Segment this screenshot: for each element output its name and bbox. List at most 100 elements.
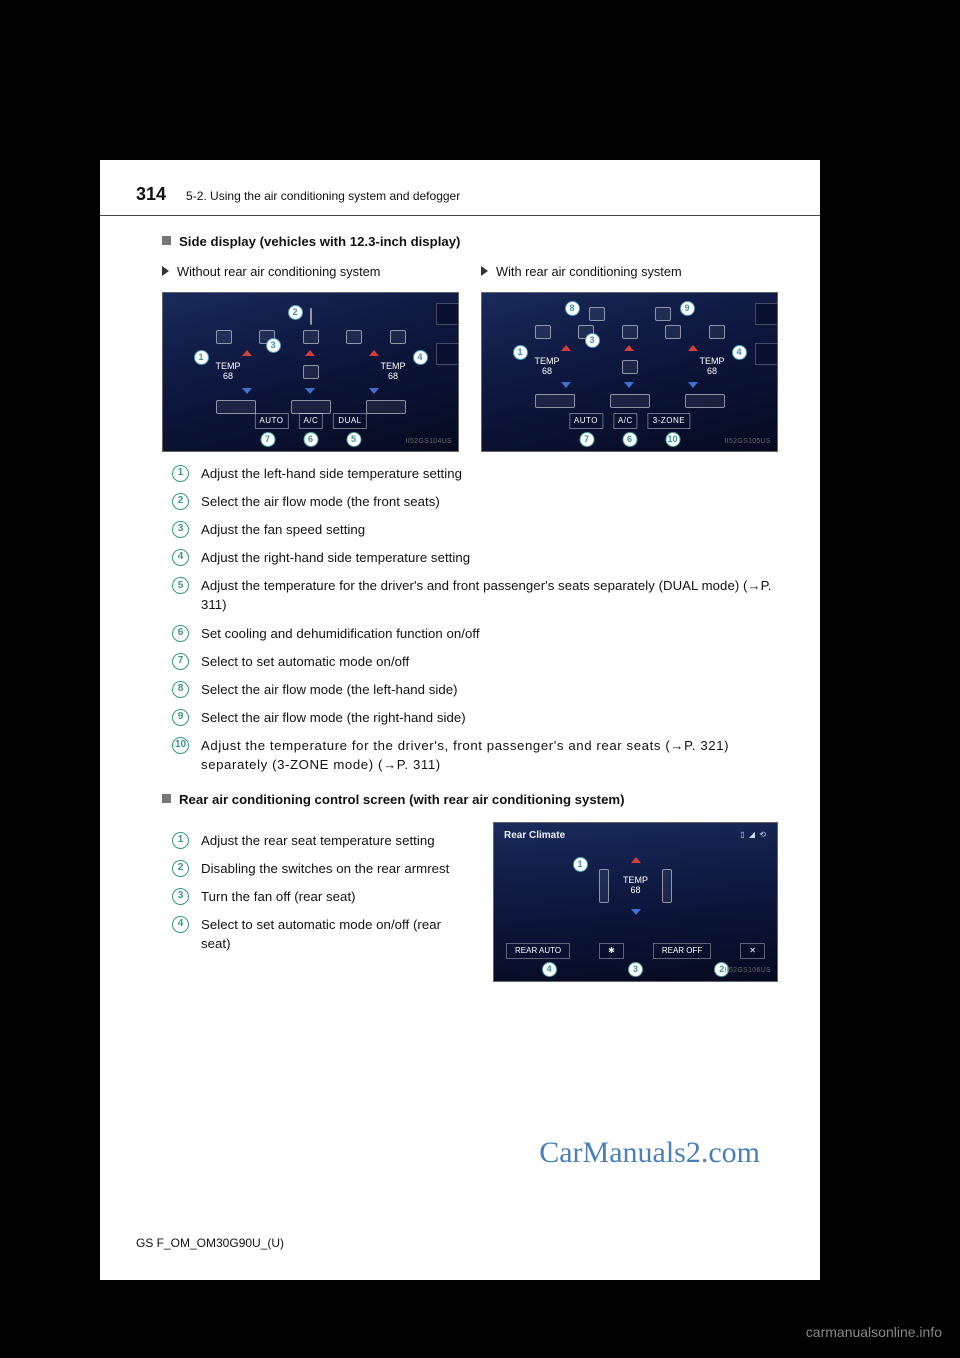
list-item: 8 Select the air flow mode (the left-hand… <box>172 680 778 699</box>
triangle-bullet-icon <box>481 266 488 276</box>
list-item: 2 Disabling the switches on the rear armr… <box>172 859 471 878</box>
ac-button-label: A/C <box>298 413 323 429</box>
item-text: Disabling the switches on the rear armre… <box>201 859 471 878</box>
climate-screenshot-with-rear: 8 9 <box>481 292 778 452</box>
callout-badge: 3 <box>266 338 281 353</box>
item-number-badge: 4 <box>172 916 189 933</box>
mode-icon <box>366 400 406 414</box>
page-number: 314 <box>136 184 166 205</box>
temp-label: TEMP <box>380 361 405 371</box>
item-text: Select the air flow mode (the left-hand … <box>201 680 778 699</box>
temp-value: 68 <box>707 366 717 376</box>
mode-icon <box>216 330 232 344</box>
mode-icon <box>303 330 319 344</box>
item-text: Set cooling and dehumidification functio… <box>201 624 778 643</box>
temp-down-icon <box>369 388 379 394</box>
item-number-badge: 2 <box>172 860 189 877</box>
callout-badge: 6 <box>303 432 318 447</box>
footer-site-link: carmanualsonline.info <box>806 1324 942 1340</box>
callout-badge: 7 <box>579 432 594 447</box>
fan-up-icon <box>305 350 315 356</box>
col-label-text: Without rear air conditioning system <box>177 264 380 279</box>
manual-page: 314 5-2. Using the air conditioning syst… <box>100 160 820 1280</box>
temp-up-icon <box>242 350 252 356</box>
fan-level-icon <box>622 360 638 374</box>
list-item: 9Select the air flow mode (the right-han… <box>172 708 778 727</box>
list-item: 4Select to set automatic mode on/off (re… <box>172 915 471 953</box>
column-label: Without rear air conditioning system <box>162 263 459 282</box>
callout-badge: 7 <box>260 432 275 447</box>
watermark-text: CarManuals2.com <box>539 1136 760 1170</box>
item-text: Select to set automatic mode on/off <box>201 652 778 671</box>
temp-display: TEMP68 <box>699 357 724 377</box>
bottom-button-row: AUTO A/C 3-ZONE <box>569 413 690 429</box>
dual-button-label: DUAL <box>333 413 366 429</box>
item-number-badge: 5 <box>172 577 189 594</box>
item-number-badge: 10 <box>172 737 189 754</box>
col-label-text: With rear air conditioning system <box>496 264 682 279</box>
climate-screenshot-without-rear: 2 <box>162 292 459 452</box>
list-item: 3Adjust the fan speed setting <box>172 520 778 539</box>
mode-icon <box>390 330 406 344</box>
temp-down-icon <box>242 388 252 394</box>
document-code: GS F_OM_OM30G90U_(U) <box>136 1236 284 1250</box>
item-number-badge: 2 <box>172 493 189 510</box>
callout-badge: 4 <box>732 345 747 360</box>
callout-badge: 4 <box>542 962 557 977</box>
heading-text: Side display (vehicles with 12.3-inch di… <box>179 234 460 249</box>
screenshot-columns: Without rear air conditioning system 2 <box>162 263 778 452</box>
list-item: 2Select the air flow mode (the front sea… <box>172 492 778 511</box>
item-number-badge: 3 <box>172 521 189 538</box>
bottom-callouts: 7 6 5 <box>260 432 361 447</box>
fan-down-icon <box>624 382 634 388</box>
rear-section-row: 1 Adjust the rear seat temperature settin… <box>162 822 778 982</box>
screenshot-controls: 2 <box>216 303 406 418</box>
side-tab-icon <box>755 303 777 325</box>
temp-down-icon <box>631 909 641 915</box>
list-item: 6 Set cooling and dehumidification functi… <box>172 624 778 643</box>
callout-badge: 1 <box>573 857 588 872</box>
mode-icon <box>685 394 725 408</box>
triangle-bullet-icon <box>162 266 169 276</box>
side-tab-icon <box>436 343 458 365</box>
auto-button-label: AUTO <box>569 413 603 429</box>
column-label: With rear air conditioning system <box>481 263 778 282</box>
level-bar-icon <box>662 869 672 903</box>
item-text: Turn the fan off (rear seat) <box>201 887 471 906</box>
callout-badge: 3 <box>628 962 643 977</box>
temp-display: TEMP68 <box>380 362 405 382</box>
item-number-badge: 3 <box>172 888 189 905</box>
item-text: Adjust the rear seat temperature setting <box>201 831 471 850</box>
mode-icon <box>589 307 605 321</box>
mode-icon <box>622 325 638 339</box>
mode-icon <box>346 330 362 344</box>
item-number-badge: 9 <box>172 709 189 726</box>
temp-up-icon <box>688 345 698 351</box>
temp-label: TEMP <box>699 356 724 366</box>
item-number-badge: 8 <box>172 681 189 698</box>
fan-down-icon <box>305 388 315 394</box>
callout-badge: 5 <box>346 432 361 447</box>
temp-up-icon <box>561 345 571 351</box>
callout-badge: 1 <box>513 345 528 360</box>
side-display-heading: Side display (vehicles with 12.3-inch di… <box>162 232 778 251</box>
item-number-badge: 1 <box>172 465 189 482</box>
callout-badge: 9 <box>680 301 695 316</box>
list-item: 10Adjust the temperature for the driver'… <box>172 736 778 774</box>
item-number-badge: 6 <box>172 625 189 642</box>
image-code: II52GS105US <box>725 437 772 447</box>
status-icons: ▯ ◢ ⟲ <box>740 829 767 841</box>
rear-climate-screenshot: Rear Climate ▯ ◢ ⟲ 1 TEMP68 <box>493 822 778 982</box>
temp-display: TEMP68 <box>216 362 241 382</box>
square-bullet-icon <box>162 236 171 245</box>
list-item: 5Adjust the temperature for the driver's… <box>172 576 778 614</box>
column-with-rear: With rear air conditioning system 8 9 <box>481 263 778 452</box>
auto-button-label: AUTO <box>254 413 288 429</box>
section-title: 5-2. Using the air conditioning system a… <box>186 189 460 203</box>
callout-badge: 6 <box>622 432 637 447</box>
level-bar-icon <box>599 869 609 903</box>
page-body: Side display (vehicles with 12.3-inch di… <box>100 216 820 982</box>
rear-off-label: REAR OFF <box>653 943 711 959</box>
callout-badge: 1 <box>194 350 209 365</box>
mode-icon <box>665 325 681 339</box>
